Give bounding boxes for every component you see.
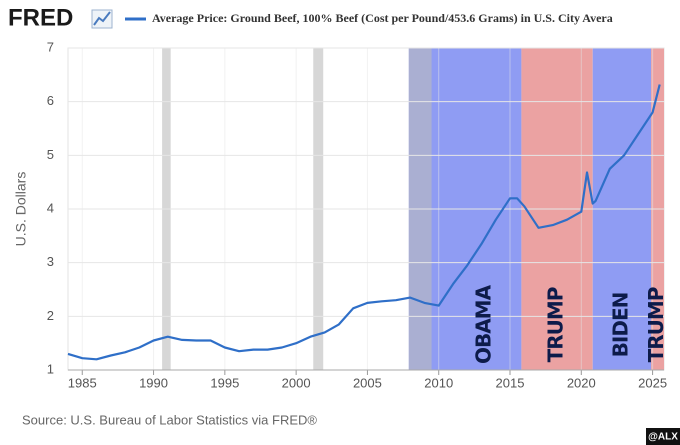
region-label: TRUMP [544, 287, 568, 362]
y-tick-label: 2 [47, 308, 54, 323]
region-label: BIDEN [608, 293, 632, 358]
x-tick-label: 1985 [68, 375, 97, 390]
y-tick-label: 5 [47, 147, 54, 162]
x-tick-label: 2000 [282, 375, 311, 390]
y-axis-label: U.S. Dollars [13, 172, 29, 247]
source: Source: U.S. Bureau of Labor Statistics … [22, 412, 317, 427]
plot: 1 2 3 4 5 6 7 1985 1990 1995 2000 2005 2010 2015 2020 2… [47, 39, 668, 390]
x-tick-label: 1995 [210, 375, 239, 390]
y-tick-label: 7 [47, 39, 54, 54]
logo: FRED [8, 4, 73, 31]
data-line [67, 84, 661, 361]
watermark: @ALX [648, 432, 678, 443]
x-tick-label: 2010 [424, 375, 453, 390]
x-tick-label: 2020 [567, 375, 596, 390]
region-label: OBAMA [472, 284, 496, 364]
y-tick-label: 4 [47, 200, 54, 215]
region-label: TRUMP [644, 287, 668, 362]
logo-icon-line [93, 11, 111, 26]
y-tick-label: 1 [47, 361, 54, 376]
y-tick-label: 6 [47, 93, 54, 108]
x-tick-label: 2015 [496, 375, 525, 390]
x-tick-label: 2005 [353, 375, 382, 390]
watermark-bg [646, 428, 680, 445]
x-tick-label: 2025 [638, 375, 667, 390]
legend-label: Average Price: Ground Beef, 100% Beef (C… [152, 11, 613, 25]
y-tick-label: 3 [47, 254, 54, 269]
x-tick-label: 1990 [139, 375, 168, 390]
